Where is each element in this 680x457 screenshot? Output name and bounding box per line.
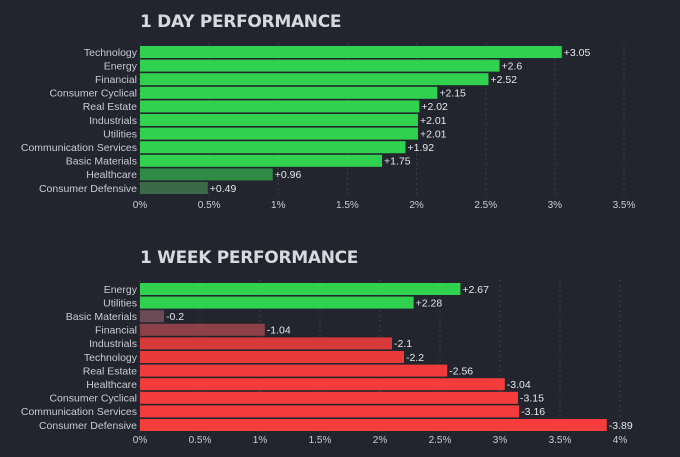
week-bar [140,419,607,431]
day-value-label: +1.75 [384,156,411,168]
week-tick-label: 1.5% [309,435,332,446]
week-tick-label: 2.5% [429,435,452,446]
week-bar [140,405,520,418]
day-bar [140,59,500,72]
day-bar [140,100,420,113]
week-tick-label: 1% [253,435,268,446]
day-bar [140,114,418,126]
day-bar [140,127,418,140]
day-value-label: +2.02 [421,101,448,113]
week-value-label: -1.04 [267,325,291,337]
day-value-label: +2.15 [439,88,466,100]
day-value-label: +1.92 [408,142,435,154]
day-bar [140,73,489,86]
week-value-label: -2.56 [449,365,473,377]
day-value-label: +0.96 [275,169,302,181]
day-category-label: Energy [104,60,138,72]
week-category-label: Utilities [103,297,137,309]
day-tick-label: 2.5% [474,200,497,211]
day-bar [140,154,382,167]
week-value-label: +2.28 [416,297,443,309]
week-bar [140,310,164,323]
week-category-label: Technology [84,352,138,364]
day-value-label: +2.01 [420,115,447,127]
day-tick-label: 0% [133,200,148,211]
day-value-label: +2.01 [420,128,447,140]
week-value-label: -3.16 [521,406,545,418]
day-category-label: Real Estate [83,101,137,113]
week-category-label: Healthcare [86,379,137,391]
week-tick-label: 2% [373,435,388,446]
week-tick-label: 3.5% [549,435,572,446]
day-category-label: Basic Materials [66,156,137,168]
day-bar [140,168,273,181]
week-category-label: Financial [95,325,137,337]
week-bar [140,337,392,350]
day-tick-label: 1% [271,200,286,211]
day-value-label: +2.6 [502,60,523,72]
week-bar [140,283,461,295]
week-category-label: Communication Services [21,406,137,418]
day-category-label: Communication Services [21,142,137,154]
day-value-label: +0.49 [210,183,237,195]
day-category-label: Industrials [89,115,137,127]
week-category-label: Basic Materials [66,311,137,323]
day-bar [140,86,438,99]
week-category-label: Energy [104,284,138,296]
week-bar [140,323,265,336]
day-category-label: Consumer Cyclical [49,88,137,100]
week-category-label: Real Estate [83,365,137,377]
week-bar [140,391,518,404]
day-bar [140,141,406,154]
week-value-label: -3.89 [609,420,633,432]
day-tick-label: 3.5% [613,200,636,211]
week-bar [140,364,448,377]
week-tick-label: 3% [493,435,508,446]
week-value-label: +2.67 [462,284,489,296]
week-value-label: -2.1 [394,338,412,350]
week-category-label: Industrials [89,338,137,350]
day-category-label: Consumer Defensive [39,183,137,195]
week-bar [140,351,404,363]
week-bar [140,296,414,309]
week-value-label: -0.2 [166,311,184,323]
day-value-label: +2.52 [490,74,517,86]
day-category-label: Utilities [103,128,137,140]
week-bar [140,378,505,391]
week-chart-title: 1 WEEK PERFORMANCE [140,248,359,268]
day-value-label: +3.05 [564,47,591,59]
week-value-label: -3.15 [520,393,544,405]
day-tick-label: 1.5% [336,200,359,211]
day-tick-label: 0.5% [198,200,221,211]
week-category-label: Consumer Defensive [39,420,137,432]
week-tick-label: 0.5% [189,435,212,446]
day-chart-title: 1 DAY PERFORMANCE [140,12,342,32]
day-category-label: Financial [95,74,137,86]
week-value-label: -2.2 [406,352,424,364]
week-value-label: -3.04 [507,379,531,391]
week-tick-label: 0% [133,435,148,446]
day-category-label: Healthcare [86,169,137,181]
day-tick-label: 2% [409,200,424,211]
week-tick-label: 4% [613,435,628,446]
day-category-label: Technology [84,47,138,59]
day-bar [140,182,208,194]
day-bar [140,46,562,58]
day-tick-label: 3% [548,200,563,211]
week-category-label: Consumer Cyclical [49,393,137,405]
